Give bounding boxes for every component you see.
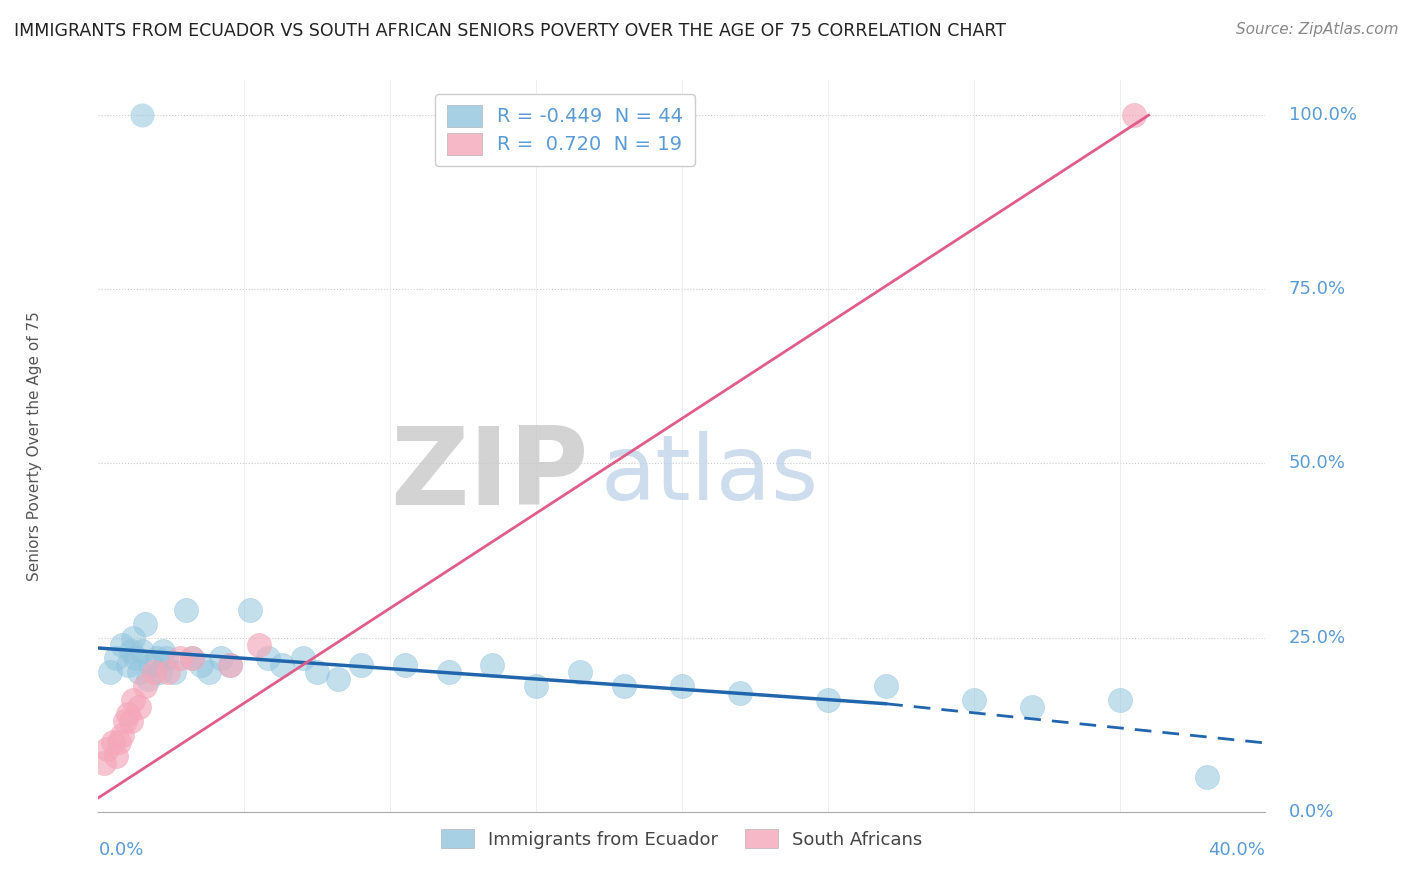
Point — [111, 728, 134, 742]
Point — [114, 714, 136, 728]
Point — [1123, 108, 1146, 122]
Point — [481, 658, 503, 673]
Text: 25.0%: 25.0% — [1289, 629, 1346, 647]
Point — [98, 665, 121, 680]
Point — [146, 651, 169, 665]
Point — [174, 603, 197, 617]
Point — [209, 651, 232, 665]
Text: atlas: atlas — [600, 431, 818, 519]
Point — [134, 616, 156, 631]
Point — [139, 658, 162, 673]
Point — [117, 707, 139, 722]
Point — [93, 756, 115, 770]
Point — [190, 658, 212, 673]
Point — [613, 679, 636, 693]
Point — [96, 742, 118, 756]
Text: 0.0%: 0.0% — [1289, 803, 1334, 821]
Point — [326, 673, 349, 687]
Point — [104, 749, 127, 764]
Text: 0.0%: 0.0% — [98, 841, 143, 859]
Point — [1108, 693, 1130, 707]
Point — [271, 658, 294, 673]
Point — [350, 658, 373, 673]
Point — [120, 644, 142, 658]
Point — [180, 651, 202, 665]
Point — [730, 686, 752, 700]
Point — [125, 651, 148, 665]
Point — [291, 651, 314, 665]
Point — [128, 665, 150, 680]
Point — [117, 658, 139, 673]
Point — [875, 679, 897, 693]
Point — [134, 679, 156, 693]
Point — [198, 665, 221, 680]
Point — [152, 644, 174, 658]
Point — [671, 679, 693, 693]
Point — [163, 665, 186, 680]
Point — [128, 700, 150, 714]
Point — [394, 658, 416, 673]
Point — [122, 693, 145, 707]
Point — [524, 679, 547, 693]
Text: 40.0%: 40.0% — [1209, 841, 1265, 859]
Point — [122, 631, 145, 645]
Point — [239, 603, 262, 617]
Text: IMMIGRANTS FROM ECUADOR VS SOUTH AFRICAN SENIORS POVERTY OVER THE AGE OF 75 CORR: IMMIGRANTS FROM ECUADOR VS SOUTH AFRICAN… — [14, 22, 1007, 40]
Point — [149, 665, 172, 680]
Point — [218, 658, 240, 673]
Point — [108, 735, 131, 749]
Point — [218, 658, 240, 673]
Point — [568, 665, 591, 680]
Point — [131, 644, 153, 658]
Text: Source: ZipAtlas.com: Source: ZipAtlas.com — [1236, 22, 1399, 37]
Point — [120, 714, 142, 728]
Point — [247, 638, 270, 652]
Legend: Immigrants from Ecuador, South Africans: Immigrants from Ecuador, South Africans — [432, 820, 932, 857]
Point — [307, 665, 329, 680]
Point — [169, 651, 191, 665]
Point — [157, 665, 180, 680]
Point — [155, 651, 177, 665]
Point — [256, 651, 278, 665]
Point — [101, 735, 124, 749]
Point — [1197, 770, 1219, 784]
Text: 100.0%: 100.0% — [1289, 106, 1357, 124]
Point — [437, 665, 460, 680]
Text: ZIP: ZIP — [389, 422, 589, 528]
Point — [131, 108, 153, 122]
Point — [817, 693, 839, 707]
Point — [142, 665, 165, 680]
Point — [104, 651, 127, 665]
Point — [180, 651, 202, 665]
Text: 50.0%: 50.0% — [1289, 454, 1346, 473]
Point — [1021, 700, 1043, 714]
Text: 75.0%: 75.0% — [1289, 280, 1346, 298]
Point — [962, 693, 984, 707]
Point — [111, 638, 134, 652]
Point — [136, 673, 159, 687]
Text: Seniors Poverty Over the Age of 75: Seniors Poverty Over the Age of 75 — [27, 311, 42, 581]
